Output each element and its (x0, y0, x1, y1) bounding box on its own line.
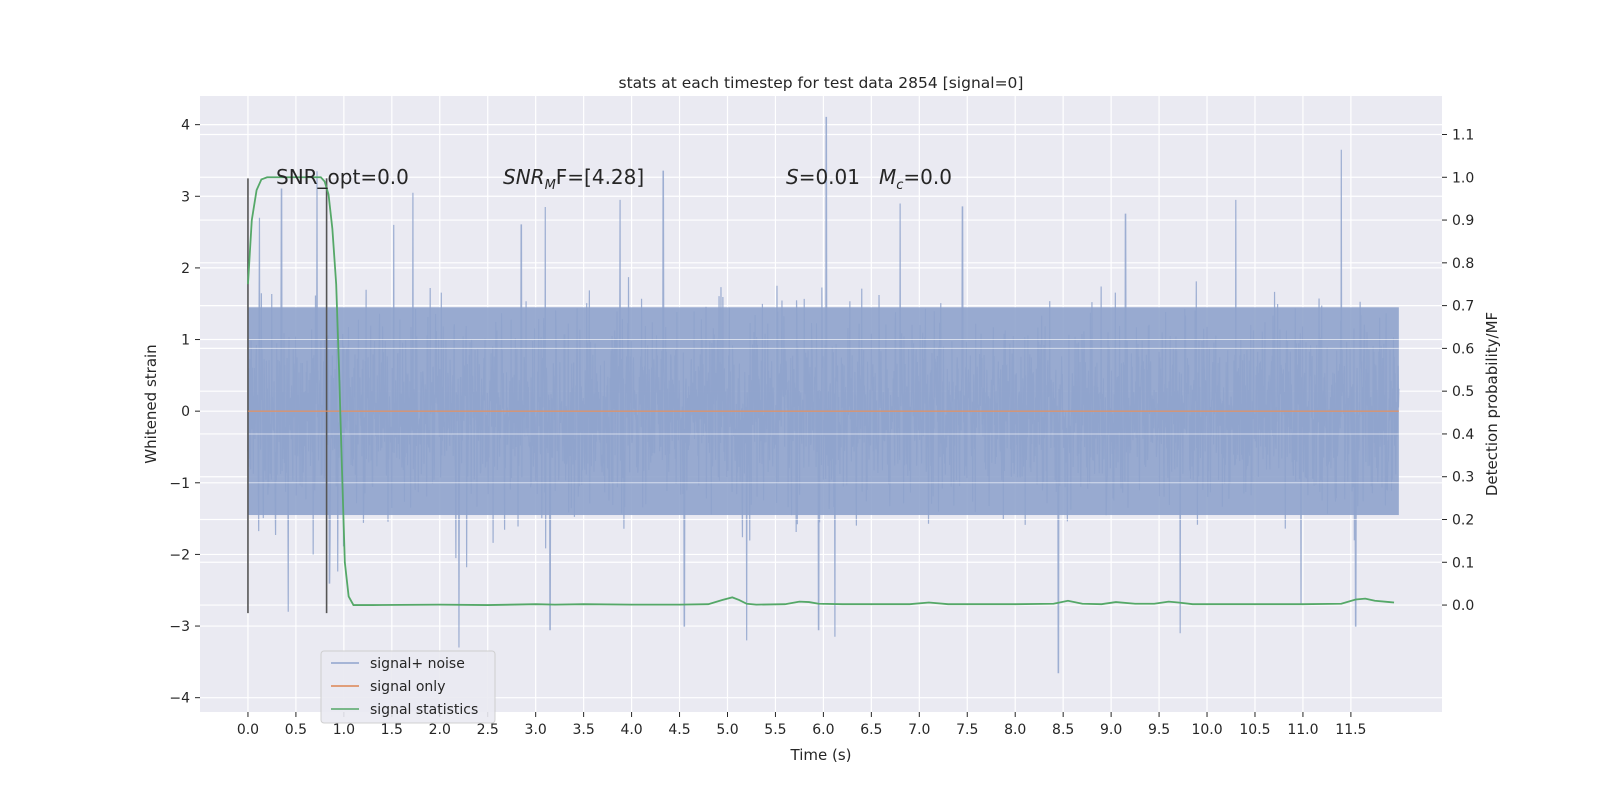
s-label: S (786, 165, 799, 189)
legend-label-signal-plus-noise: signal+ noise (370, 656, 465, 672)
snr-mf-rest: F=[4.28] (556, 165, 644, 189)
x-tick-label: 9.5 (1148, 722, 1170, 738)
x-tick-label: 2.0 (429, 722, 451, 738)
y-left-tick-label: 0 (181, 404, 190, 420)
legend-label-signal-statistics: signal statistics (370, 702, 478, 718)
mc-label: M (879, 165, 896, 189)
x-tick-label: 9.0 (1100, 722, 1122, 738)
y-right-tick-label: 0.1 (1452, 555, 1474, 571)
x-tick-label: 3.5 (572, 722, 594, 738)
x-tick-label: 10.5 (1239, 722, 1270, 738)
x-tick-label: 0.5 (285, 722, 307, 738)
y-left-tick-label: −2 (169, 547, 190, 563)
y-right-tick-label: 0.2 (1452, 513, 1474, 529)
annotation-snr-mf: SNRMF=[4.28] (503, 165, 644, 193)
snr-mf-subscript: M (545, 178, 556, 193)
x-tick-label: 2.5 (477, 722, 499, 738)
x-tick-label: 3.0 (525, 722, 547, 738)
y-right-tick-label: 1.1 (1452, 128, 1474, 144)
signal-statistics-line (247, 176, 1395, 606)
x-tick-label: 4.0 (620, 722, 642, 738)
x-tick-label: 1.5 (381, 722, 403, 738)
x-tick-label: 7.5 (956, 722, 978, 738)
x-tick-label: 1.0 (333, 722, 355, 738)
chart-title: stats at each timestep for test data 285… (619, 74, 1024, 92)
x-tick-label: 5.0 (716, 722, 738, 738)
x-tick-label: 7.0 (908, 722, 930, 738)
vertical-markers (247, 178, 328, 614)
x-tick-label: 4.5 (668, 722, 690, 738)
snr-mf-main: SNR (503, 165, 545, 189)
y-left-tick-label: −3 (169, 619, 190, 635)
y-axis-left-ticks: 4 3 2 1 0 −1 −2 −3 −4 (169, 118, 200, 707)
legend-box (320, 650, 496, 724)
legend: signal+ noise signal only signal statist… (320, 650, 496, 724)
x-axis-label: Time (s) (790, 746, 852, 764)
legend-label-signal-only: signal only (370, 679, 445, 695)
y-right-tick-label: 0.9 (1452, 213, 1474, 229)
x-tick-label: 0.0 (237, 722, 259, 738)
x-tick-label: 11.5 (1335, 722, 1366, 738)
x-tick-label: 5.5 (764, 722, 786, 738)
x-tick-label: 6.5 (860, 722, 882, 738)
annotation-s: S=0.01 (786, 165, 860, 189)
y-right-tick-label: 1.0 (1452, 170, 1474, 186)
y-right-tick-label: 0.7 (1452, 299, 1474, 315)
y-right-tick-label: 0.5 (1452, 384, 1474, 400)
x-tick-label: 11.0 (1287, 722, 1318, 738)
y-axis-left-label: Whitened strain (142, 344, 160, 463)
x-axis-ticks: 0.0 0.5 1.0 1.5 2.0 2.5 3.0 3.5 4.0 4.5 5.0 5.5 6.0 6… (237, 712, 1366, 738)
annotation-snr-opt: SNR_opt=0.0 (276, 165, 409, 189)
y-right-tick-label: 0.3 (1452, 470, 1474, 486)
y-right-tick-label: 0.4 (1452, 427, 1474, 443)
y-right-tick-label: 0.0 (1452, 598, 1474, 614)
y-axis-right-label: Detection probability/MF (1483, 312, 1501, 496)
y-left-tick-label: −4 (169, 691, 190, 707)
y-left-tick-label: −1 (169, 476, 190, 492)
series-signal-statistics (247, 176, 1395, 606)
y-left-tick-label: 3 (181, 189, 190, 205)
y-right-tick-label: 0.6 (1452, 341, 1474, 357)
x-tick-label: 8.5 (1052, 722, 1074, 738)
y-left-tick-label: 1 (181, 333, 190, 349)
annotation-mc: Mc=0.0 (879, 165, 952, 193)
y-left-tick-label: 2 (181, 261, 190, 277)
y-left-tick-label: 4 (181, 118, 190, 134)
y-right-tick-label: 0.8 (1452, 256, 1474, 272)
mc-value: =0.0 (903, 165, 952, 189)
x-tick-label: 8.0 (1004, 722, 1026, 738)
x-tick-label: 6.0 (812, 722, 834, 738)
x-tick-label: 10.0 (1191, 722, 1222, 738)
s-value: =0.01 (799, 165, 860, 189)
y-axis-right-ticks: 1.1 1.0 0.9 0.8 0.7 0.6 0.5 0.4 0.3 0.2 0.1 0.0 (1442, 128, 1474, 614)
mc-subscript: c (896, 178, 903, 193)
